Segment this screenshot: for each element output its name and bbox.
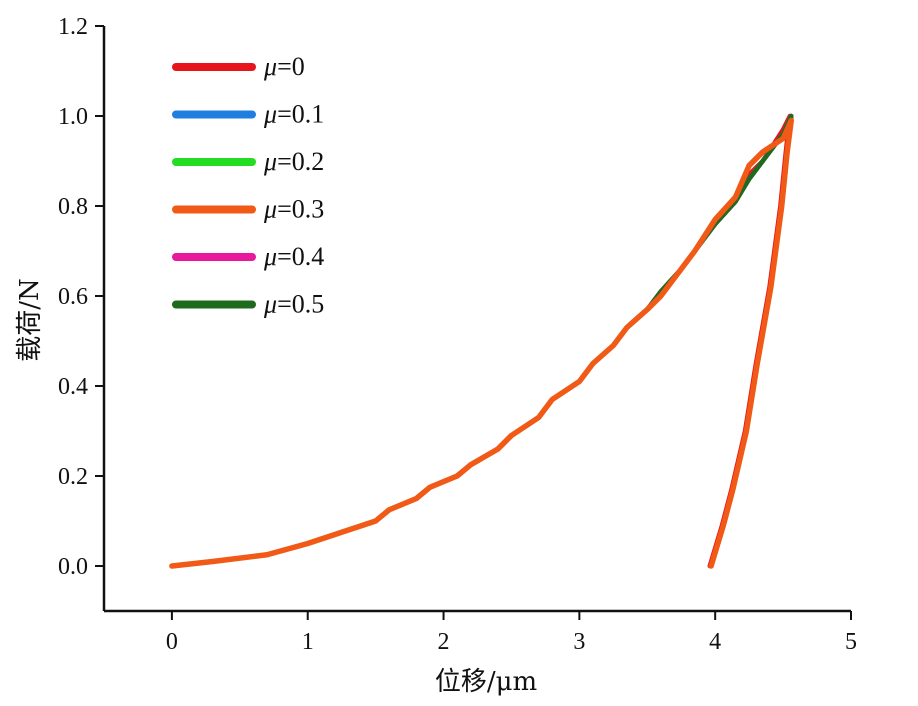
legend-label-symbol: μ bbox=[263, 242, 277, 271]
y-tick-label: 1.2 bbox=[58, 14, 88, 40]
x-tick-label: 2 bbox=[438, 629, 450, 655]
legend-label-value: =0.3 bbox=[277, 195, 324, 224]
legend: μ=0μ=0.1μ=0.2μ=0.3μ=0.4μ=0.5 bbox=[172, 52, 324, 319]
x-tick-label: 5 bbox=[845, 629, 857, 655]
x-tick-label: 0 bbox=[166, 629, 178, 655]
y-tick-label: 0.8 bbox=[58, 194, 88, 220]
legend-label: μ=0.5 bbox=[263, 290, 324, 319]
legend-label: μ=0.3 bbox=[263, 195, 324, 224]
series-line bbox=[169, 113, 793, 569]
legend-label: μ=0.4 bbox=[263, 242, 324, 271]
x-tick-label: 1 bbox=[302, 629, 314, 655]
legend-label-symbol: μ bbox=[263, 52, 277, 81]
legend-label: μ=0.2 bbox=[263, 147, 324, 176]
legend-label-value: =0.5 bbox=[277, 290, 324, 319]
series-line bbox=[169, 113, 794, 569]
legend-label: μ=0 bbox=[263, 52, 305, 81]
series-line bbox=[169, 113, 794, 569]
legend-label: μ=0.1 bbox=[263, 100, 324, 129]
legend-label-symbol: μ bbox=[263, 290, 277, 319]
legend-label-symbol: μ bbox=[263, 147, 277, 176]
y-tick-label: 0.2 bbox=[58, 464, 88, 490]
x-ticks: 0 1 2 3 4 5 bbox=[166, 611, 857, 655]
legend-label-value: =0.4 bbox=[277, 242, 324, 271]
legend-label-value: =0 bbox=[277, 52, 305, 81]
x-tick-label: 3 bbox=[573, 629, 585, 655]
y-tick-label: 0.0 bbox=[58, 554, 88, 580]
y-ticks: 0.0 0.2 0.4 0.6 0.8 1.0 1.2 bbox=[58, 14, 104, 580]
series-layer bbox=[169, 113, 794, 569]
x-tick-label: 4 bbox=[709, 629, 721, 655]
y-tick-label: 0.6 bbox=[58, 284, 88, 310]
legend-label-value: =0.2 bbox=[277, 147, 324, 176]
legend-label-symbol: μ bbox=[263, 100, 277, 129]
plot-area: 0 1 2 3 4 5 0.0 0.2 0.4 0.6 0.8 1.0 1.2 bbox=[58, 14, 857, 655]
y-tick-label: 1.0 bbox=[58, 104, 88, 130]
series-line bbox=[169, 113, 794, 569]
series-line bbox=[169, 113, 794, 569]
legend-label-symbol: μ bbox=[263, 195, 277, 224]
legend-label-value: =0.1 bbox=[277, 100, 324, 129]
series-line bbox=[169, 117, 794, 569]
y-tick-label: 0.4 bbox=[58, 374, 88, 400]
y-axis-label: 载荷/N bbox=[15, 278, 45, 362]
x-axis-label: 位移/μm bbox=[435, 667, 537, 697]
